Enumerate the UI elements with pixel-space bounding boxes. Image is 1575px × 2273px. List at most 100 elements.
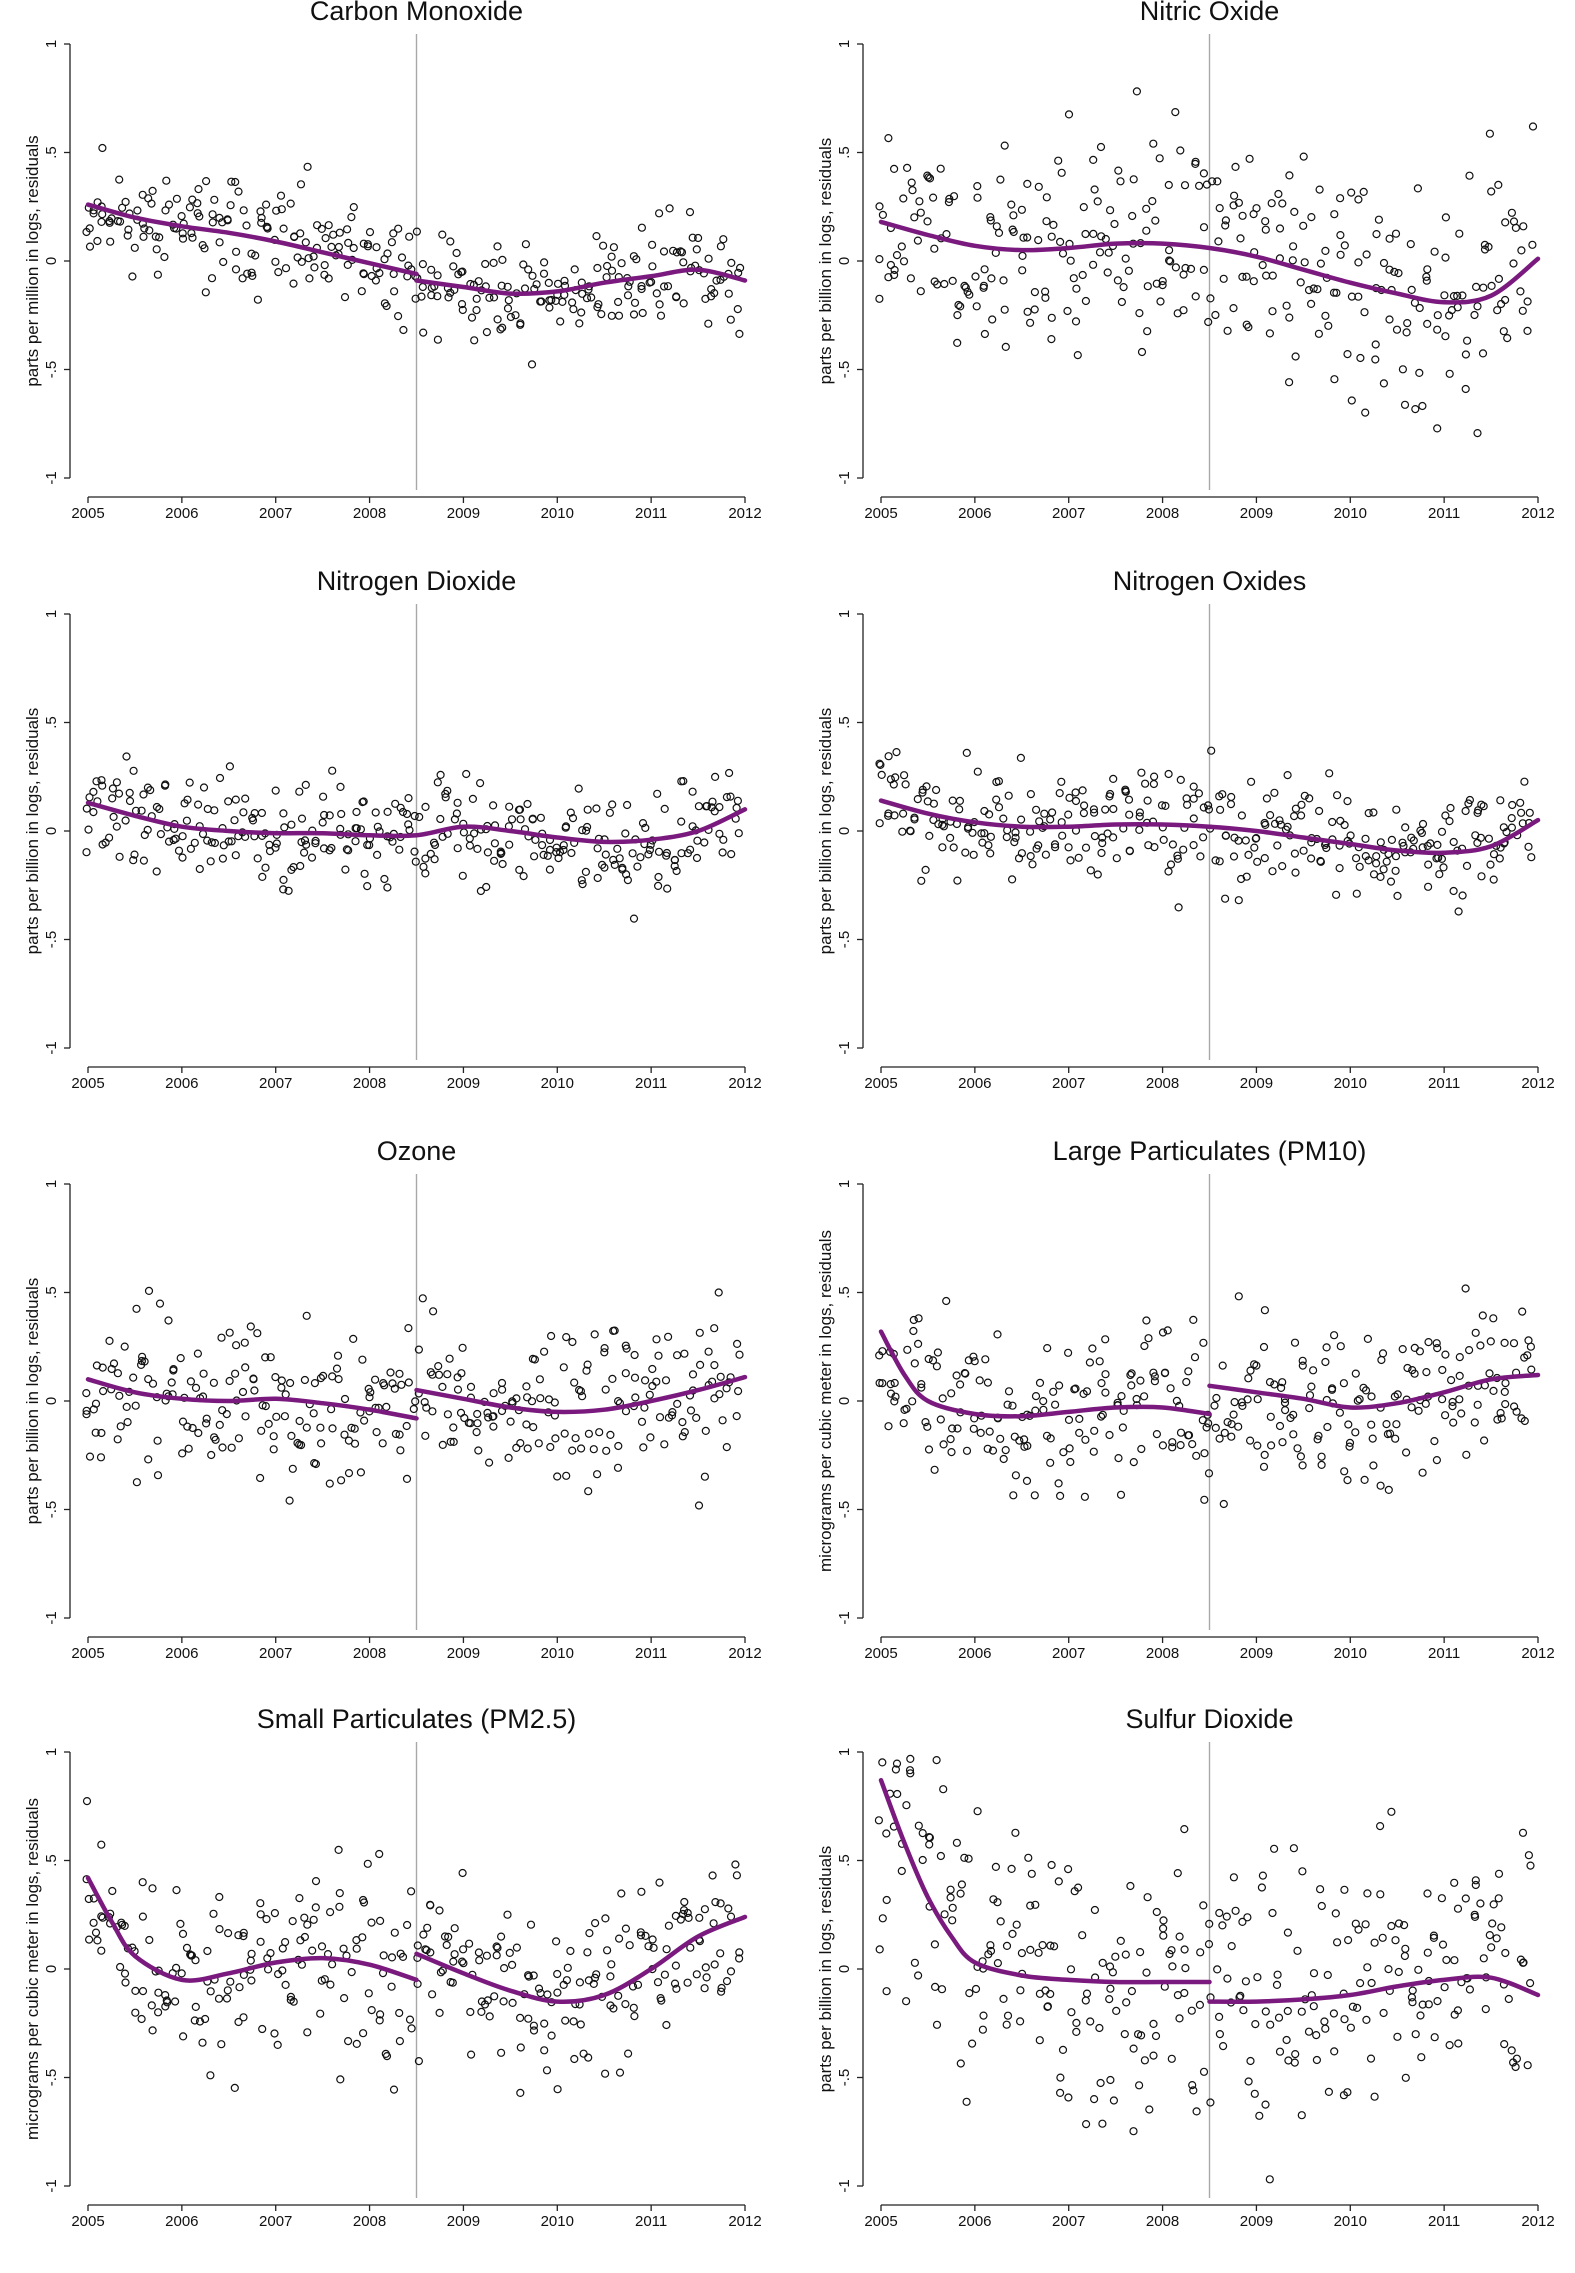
- data-point: [582, 822, 592, 832]
- data-point: [903, 1345, 912, 1354]
- data-point: [1351, 1428, 1360, 1437]
- data-point: [592, 1970, 601, 1979]
- data-point: [1059, 1448, 1068, 1457]
- data-point: [1330, 210, 1339, 219]
- data-point: [884, 134, 893, 143]
- data-point: [409, 1404, 418, 1414]
- data-point: [145, 226, 154, 235]
- data-point: [1449, 292, 1459, 301]
- data-point: [1011, 833, 1020, 842]
- data-point: [172, 194, 181, 203]
- data-point: [551, 1434, 560, 1443]
- x-tick-label: 2011: [1428, 1645, 1460, 1662]
- data-point: [1011, 1471, 1020, 1480]
- data-point: [473, 844, 482, 853]
- data-point: [694, 1501, 704, 1510]
- data-point: [704, 319, 713, 328]
- data-point: [584, 1429, 594, 1438]
- data-point: [458, 267, 467, 276]
- data-point: [569, 2017, 578, 2026]
- data-point: [1095, 2023, 1104, 2033]
- data-point: [1261, 217, 1270, 226]
- data-point: [1272, 1980, 1282, 1989]
- data-point: [328, 766, 337, 775]
- data-point: [678, 1432, 687, 1441]
- data-point: [678, 1418, 687, 1427]
- data-point: [1215, 2030, 1224, 2039]
- data-point: [1260, 1450, 1269, 1459]
- data-point: [436, 770, 445, 779]
- data-point: [261, 1353, 270, 1362]
- data-point: [1355, 862, 1364, 871]
- data-point: [1066, 1965, 1076, 1974]
- data-point: [319, 792, 328, 801]
- data-point: [578, 880, 587, 889]
- data-point: [1376, 1890, 1385, 1899]
- data-point: [241, 1363, 250, 1372]
- data-point: [371, 808, 380, 817]
- data-point: [1273, 1970, 1282, 1979]
- data-point: [1439, 863, 1448, 872]
- data-point: [972, 302, 981, 311]
- data-point: [659, 282, 669, 291]
- data-point: [1290, 2058, 1299, 2067]
- data-point: [1237, 811, 1246, 820]
- data-point: [1105, 792, 1114, 801]
- data-point: [659, 247, 669, 256]
- data-point: [1253, 857, 1262, 866]
- data-point: [979, 2011, 988, 2020]
- data-point: [116, 1422, 125, 1431]
- data-point: [906, 1754, 915, 1764]
- data-point: [1261, 2007, 1270, 2016]
- data-point: [665, 204, 674, 213]
- data-point: [148, 2026, 157, 2035]
- data-point: [485, 293, 494, 302]
- data-point: [421, 854, 430, 863]
- x-tick-label: 2006: [958, 1075, 991, 1092]
- data-point: [1199, 265, 1208, 274]
- data-point: [497, 1932, 506, 1941]
- data-point: [983, 1378, 992, 1387]
- data-point: [1097, 232, 1106, 241]
- data-point: [227, 837, 236, 846]
- data-point: [875, 294, 884, 303]
- data-point: [1321, 311, 1330, 320]
- data-point: [532, 280, 541, 289]
- data-point: [562, 1333, 571, 1342]
- data-point: [359, 1898, 369, 1907]
- data-point: [1257, 1883, 1266, 1892]
- data-point: [382, 301, 391, 311]
- data-point: [1414, 1406, 1423, 1415]
- data-point: [476, 886, 485, 896]
- data-point: [465, 834, 474, 843]
- data-point: [188, 1423, 197, 1433]
- x-tick-label: 2011: [1428, 505, 1460, 522]
- data-point: [137, 2014, 146, 2024]
- data-point: [516, 815, 525, 824]
- data-point: [628, 849, 637, 858]
- data-point: [1002, 833, 1011, 842]
- data-point: [202, 1414, 211, 1423]
- data-point: [618, 863, 627, 872]
- data-point: [497, 281, 506, 290]
- data-point: [710, 1324, 719, 1333]
- data-point: [930, 1465, 939, 1474]
- data-point: [672, 1351, 682, 1360]
- data-point: [554, 854, 563, 863]
- data-point: [994, 777, 1003, 786]
- data-point: [1291, 868, 1300, 877]
- data-point: [1387, 835, 1397, 844]
- data-point: [256, 1899, 265, 1908]
- data-point: [629, 252, 639, 261]
- data-point: [1109, 833, 1118, 842]
- data-point: [456, 1408, 466, 1417]
- data-point: [1313, 1435, 1322, 1444]
- data-point: [1040, 809, 1049, 818]
- data-point: [1095, 1357, 1104, 1366]
- data-point: [391, 1429, 400, 1439]
- data-point: [1290, 812, 1299, 821]
- data-point: [1056, 2073, 1065, 2082]
- data-point: [1386, 877, 1396, 886]
- data-point: [1299, 152, 1308, 161]
- data-point: [1238, 272, 1247, 281]
